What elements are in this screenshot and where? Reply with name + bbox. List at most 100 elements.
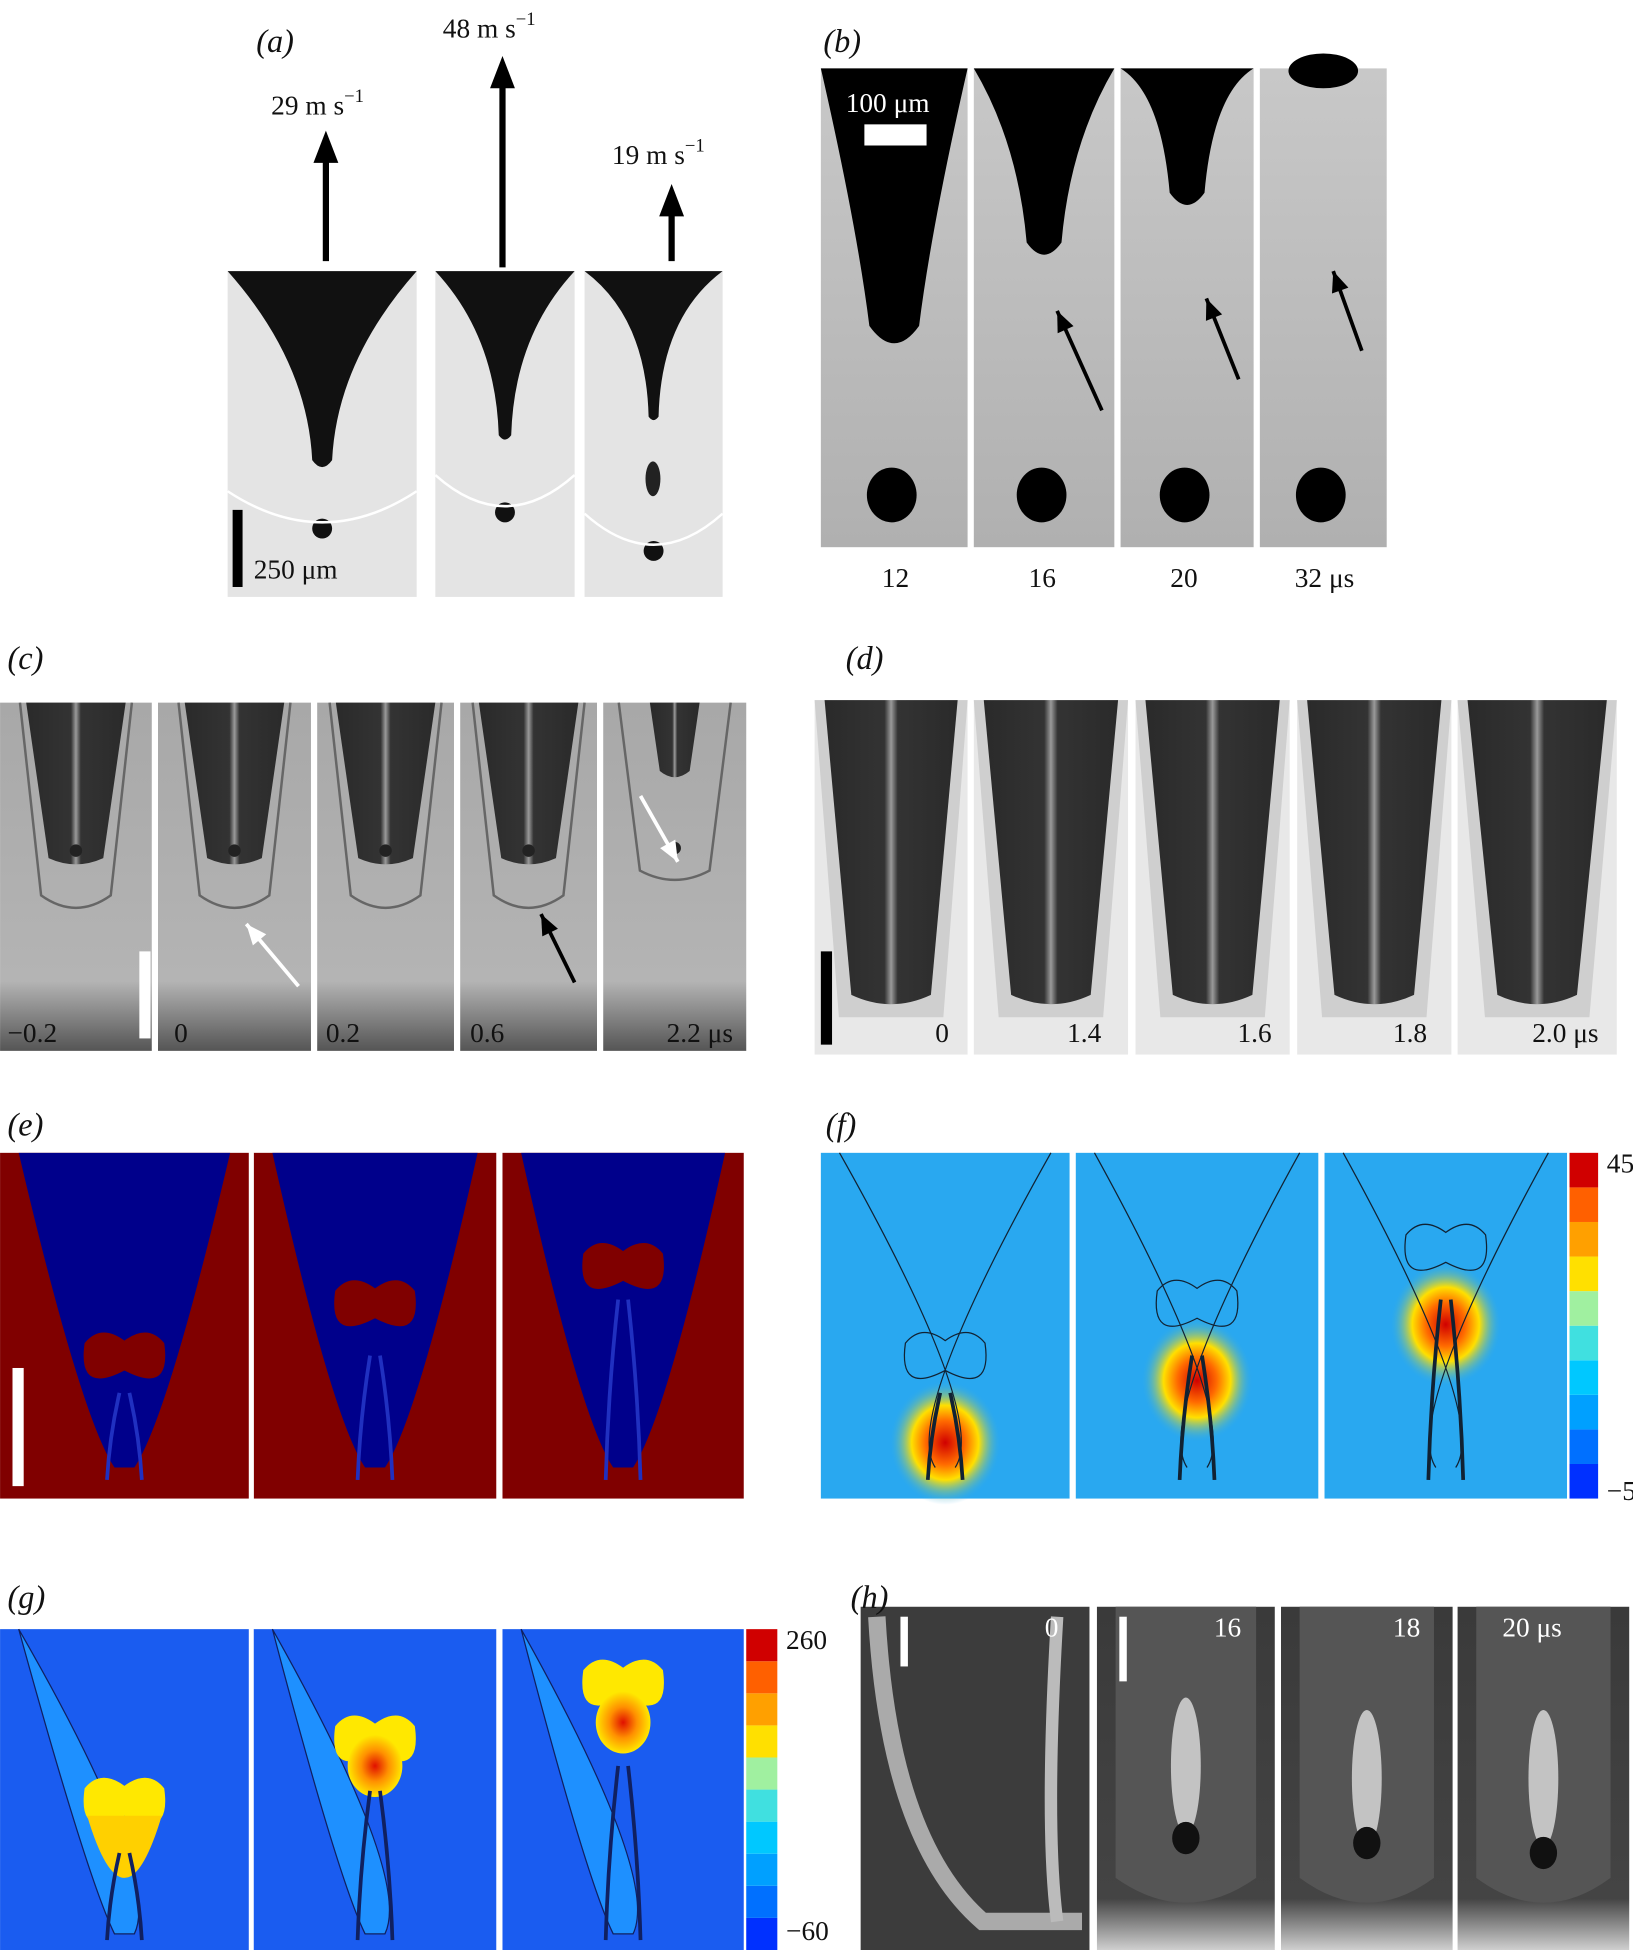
colorbar-swatch <box>746 1917 778 1950</box>
time-label: 1.8 <box>1393 1018 1427 1048</box>
shell <box>471 702 586 909</box>
colorbar-swatch <box>746 1789 778 1822</box>
shell <box>617 702 732 881</box>
arrow-head <box>313 130 339 163</box>
filament <box>105 1852 144 1941</box>
glow <box>1170 1697 1201 1835</box>
blob <box>582 1659 664 1706</box>
panel-label: (f) <box>826 1106 857 1142</box>
time-label: −0.2 <box>8 1018 58 1048</box>
hot-spot <box>347 1734 403 1798</box>
cone <box>1145 700 1280 1005</box>
image-frame <box>1259 68 1387 548</box>
droplet <box>1159 467 1210 523</box>
scale-bar <box>900 1616 908 1667</box>
bubble <box>228 844 241 857</box>
time-label: 2.0 μs <box>1532 1018 1598 1048</box>
velocity: 29 m s−1 <box>271 86 364 120</box>
hot-spot <box>1141 1318 1254 1443</box>
arrow-head <box>659 184 685 217</box>
blob <box>83 1332 166 1379</box>
bubble <box>522 844 535 857</box>
cone <box>1467 700 1607 1005</box>
blob <box>334 1280 416 1327</box>
time-label: 18 <box>1393 1613 1420 1643</box>
colorbar-swatch <box>746 1629 778 1662</box>
arrow-head <box>1331 271 1349 294</box>
arrow-head <box>541 914 558 937</box>
panel-label: (c) <box>8 640 44 676</box>
colorbar-swatch <box>1569 1360 1599 1395</box>
cone <box>18 1152 231 1468</box>
shell <box>18 702 134 909</box>
cone-tip <box>1288 53 1359 89</box>
colorbar-label: 45 <box>1607 1149 1633 1179</box>
time-label: 0.6 <box>470 1018 504 1048</box>
arrow-head <box>1205 298 1223 321</box>
cone <box>820 68 968 344</box>
blob <box>1404 1223 1488 1271</box>
scale-bar <box>12 1367 24 1487</box>
scale-bar <box>232 509 243 587</box>
velocity-value: 48 m s <box>443 13 516 43</box>
panel-label: (h) <box>851 1579 889 1615</box>
bubble <box>1353 1826 1381 1860</box>
panel-label: (g) <box>8 1579 46 1615</box>
velocity-exp: −1 <box>516 9 536 30</box>
panel-label: (d) <box>846 640 884 676</box>
bubble <box>1172 1821 1200 1855</box>
velocity-value: 19 m s <box>612 140 685 170</box>
time-label: 16 <box>1214 1613 1241 1643</box>
time-label: 1.4 <box>1067 1018 1102 1048</box>
colorbar-label: 260 <box>786 1625 827 1655</box>
cone <box>227 271 417 468</box>
cone <box>824 700 958 1005</box>
droplet <box>1016 467 1067 523</box>
time-label: 1.6 <box>1237 1018 1271 1048</box>
time-label: 2.2 μs <box>667 1018 733 1048</box>
droplet <box>312 518 333 539</box>
colorbar-swatch <box>746 1693 778 1726</box>
cone <box>478 702 579 865</box>
cone <box>973 68 1115 255</box>
shell <box>177 702 292 909</box>
time-label: 16 <box>1029 563 1056 593</box>
droplet <box>866 467 917 523</box>
images <box>0 53 1630 1950</box>
time-label: 0 <box>1045 1613 1059 1643</box>
time-label: 0 <box>174 1018 188 1048</box>
time-label: 0.2 <box>326 1018 360 1048</box>
hot-spot <box>889 1380 1002 1505</box>
arrow-head <box>246 924 267 946</box>
cone <box>1307 700 1442 1005</box>
shell <box>328 702 443 909</box>
shell <box>1044 1616 1064 1923</box>
colorbar-label: −5 <box>1607 1476 1633 1506</box>
scale-bar <box>820 951 833 1045</box>
colorbar-swatch <box>746 1661 778 1694</box>
filament <box>105 1392 144 1481</box>
droplet <box>1295 467 1346 523</box>
droplet <box>643 540 664 561</box>
colorbar-label: −60 <box>786 1916 829 1946</box>
arrow-head <box>490 55 515 89</box>
panel-label: (e) <box>8 1106 44 1142</box>
velocity: 48 m s−1 <box>443 9 536 43</box>
hot-spot <box>595 1691 651 1754</box>
time-label: 20 μs <box>1502 1613 1561 1643</box>
colorbar-swatch <box>1569 1221 1599 1257</box>
blob <box>903 1331 987 1380</box>
shell <box>868 1616 1083 1931</box>
filament <box>355 1355 395 1480</box>
cone <box>649 702 700 778</box>
colorbar-swatch <box>1569 1463 1599 1499</box>
panel-label: (a) <box>256 23 294 59</box>
filament <box>603 1765 643 1941</box>
meniscus <box>434 474 576 508</box>
colorbar-swatch <box>1569 1187 1599 1222</box>
colorbar-swatch <box>1569 1325 1599 1361</box>
droplet <box>495 502 515 523</box>
meniscus <box>226 490 418 524</box>
